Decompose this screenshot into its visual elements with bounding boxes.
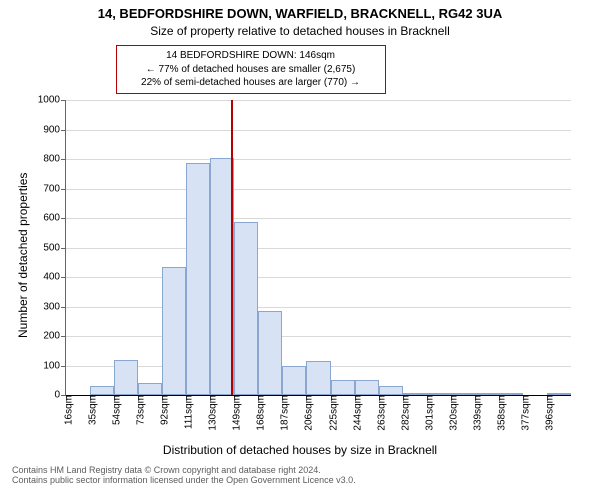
gridline xyxy=(66,159,571,160)
xtick-label: 149sqm xyxy=(226,395,243,431)
xtick-label: 301sqm xyxy=(418,395,435,431)
chart-subtitle: Size of property relative to detached ho… xyxy=(0,24,600,38)
ytick-label: 900 xyxy=(43,124,66,135)
gridline xyxy=(66,100,571,101)
ytick-label: 300 xyxy=(43,301,66,312)
histogram-bar xyxy=(162,267,186,395)
xtick-label: 320sqm xyxy=(442,395,459,431)
chart-title: 14, BEDFORDSHIRE DOWN, WARFIELD, BRACKNE… xyxy=(0,6,600,21)
xtick-label: 130sqm xyxy=(202,395,219,431)
ytick-label: 400 xyxy=(43,272,66,283)
xtick-label: 396sqm xyxy=(538,395,555,431)
gridline xyxy=(66,218,571,219)
xtick-label: 225sqm xyxy=(322,395,339,431)
histogram-bar xyxy=(234,222,258,395)
gridline xyxy=(66,248,571,249)
xtick-label: 16sqm xyxy=(58,395,75,425)
histogram-bar xyxy=(306,361,330,395)
histogram-bar xyxy=(331,380,355,395)
histogram-bar xyxy=(138,383,162,395)
xtick-label: 206sqm xyxy=(298,395,315,431)
annotation-box: 14 BEDFORDSHIRE DOWN: 146sqm← 77% of det… xyxy=(116,45,386,94)
footer-line: Contains HM Land Registry data © Crown c… xyxy=(12,465,600,475)
xtick-label: 339sqm xyxy=(466,395,483,431)
xtick-label: 377sqm xyxy=(514,395,531,431)
xtick-label: 244sqm xyxy=(346,395,363,431)
plot-area: 14 BEDFORDSHIRE DOWN: 146sqm← 77% of det… xyxy=(65,100,571,396)
ytick-label: 600 xyxy=(43,213,66,224)
x-axis-label: Distribution of detached houses by size … xyxy=(0,443,600,457)
ytick-label: 200 xyxy=(43,331,66,342)
histogram-bar xyxy=(355,380,379,395)
ytick-label: 1000 xyxy=(38,95,66,106)
xtick-label: 92sqm xyxy=(154,395,171,425)
gridline xyxy=(66,130,571,131)
histogram-bar xyxy=(379,386,403,395)
property-size-marker xyxy=(231,100,233,395)
annotation-line: 14 BEDFORDSHIRE DOWN: 146sqm xyxy=(125,49,377,63)
ytick-label: 700 xyxy=(43,183,66,194)
gridline xyxy=(66,336,571,337)
footer-line: Contains public sector information licen… xyxy=(12,475,600,485)
xtick-label: 54sqm xyxy=(106,395,123,425)
gridline xyxy=(66,277,571,278)
ytick-label: 100 xyxy=(43,360,66,371)
gridline xyxy=(66,307,571,308)
histogram-bar xyxy=(90,386,114,395)
histogram-bar xyxy=(282,366,306,396)
gridline xyxy=(66,189,571,190)
xtick-label: 73sqm xyxy=(130,395,147,425)
chart-footer: Contains HM Land Registry data © Crown c… xyxy=(0,465,600,485)
annotation-line: ← 77% of detached houses are smaller (2,… xyxy=(125,63,377,77)
xtick-label: 35sqm xyxy=(82,395,99,425)
xtick-label: 263sqm xyxy=(370,395,387,431)
y-axis-label: Number of detached properties xyxy=(16,172,30,337)
xtick-label: 358sqm xyxy=(490,395,507,431)
histogram-bar xyxy=(258,311,282,395)
histogram-bar xyxy=(186,163,210,395)
xtick-label: 111sqm xyxy=(178,395,195,429)
ytick-label: 800 xyxy=(43,154,66,165)
histogram-bar xyxy=(114,360,138,395)
annotation-line: 22% of semi-detached houses are larger (… xyxy=(125,76,377,90)
xtick-label: 282sqm xyxy=(394,395,411,431)
xtick-label: 168sqm xyxy=(250,395,267,431)
baseline xyxy=(66,395,571,396)
ytick-label: 500 xyxy=(43,242,66,253)
xtick-label: 187sqm xyxy=(274,395,291,431)
